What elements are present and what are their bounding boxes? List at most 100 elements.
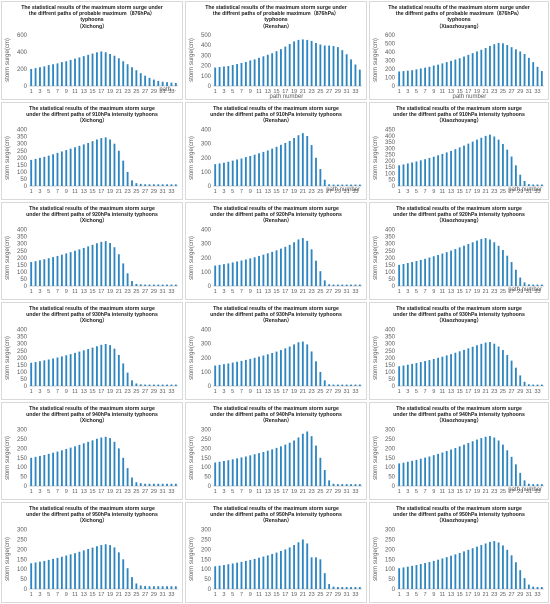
bar xyxy=(458,58,461,86)
bar xyxy=(113,247,116,286)
chart-title-line: under the diffrent paths of 910hPa inten… xyxy=(26,112,158,119)
bar xyxy=(262,151,265,186)
x-tick-label: 7 xyxy=(424,389,427,395)
bar xyxy=(476,345,478,386)
bar xyxy=(113,55,116,86)
bar xyxy=(30,457,33,486)
bar xyxy=(280,350,282,386)
x-tick-label: 13 xyxy=(265,489,271,495)
bar xyxy=(60,556,63,589)
y-tick-label: 400 xyxy=(201,128,212,134)
bar xyxy=(280,550,282,589)
bar xyxy=(161,483,164,486)
x-tick-label: 15 xyxy=(273,189,279,195)
chart-panel: The statistical results of the maximum s… xyxy=(1,502,183,603)
chart-panel: The statistical results of the maximum s… xyxy=(369,102,549,200)
chart-title: The statistical results of the maximum s… xyxy=(374,5,544,30)
bar xyxy=(323,45,326,86)
y-axis-label-wrap: storm surge(cm) xyxy=(372,530,380,589)
x-tick-label: 9 xyxy=(432,189,435,195)
x-tick-label: 1 xyxy=(30,189,33,195)
bar xyxy=(157,184,160,186)
x-tick-label: 11 xyxy=(256,389,262,395)
bar xyxy=(139,483,142,486)
bar xyxy=(34,68,37,86)
bar xyxy=(30,159,33,186)
y-axis-label: storm surge(cm) xyxy=(5,135,11,180)
y-tick-label: 200 xyxy=(201,64,212,70)
bar xyxy=(506,45,509,86)
bar xyxy=(441,253,444,286)
bar xyxy=(91,547,94,589)
bar xyxy=(293,545,295,589)
bar xyxy=(450,449,452,486)
x-tick-label: 13 xyxy=(265,389,271,395)
x-tick-label: 5 xyxy=(231,389,234,395)
x-tick-label: 5 xyxy=(231,592,234,598)
y-tick-label: 150 xyxy=(385,557,396,563)
bar xyxy=(428,456,431,486)
x-tick-label: 33 xyxy=(352,592,358,598)
y-tick-label: 150 xyxy=(385,363,396,369)
x-tick-label: 13 xyxy=(265,89,271,95)
y-tick-label: 350 xyxy=(17,335,28,341)
x-tick-label: 3 xyxy=(222,289,225,295)
bar xyxy=(117,58,120,86)
bar xyxy=(406,461,409,486)
bar xyxy=(122,457,125,486)
x-tick-label: 23 xyxy=(308,189,314,195)
bar xyxy=(398,71,401,86)
bar xyxy=(271,553,274,589)
bar xyxy=(358,384,361,386)
x-tick-label: 3 xyxy=(222,592,225,598)
bar xyxy=(345,384,348,386)
y-axis-label: storm surge(cm) xyxy=(373,135,379,180)
bar xyxy=(266,450,269,486)
bar xyxy=(60,356,63,386)
bar xyxy=(126,171,129,186)
bar xyxy=(104,137,107,186)
x-tick-label: 15 xyxy=(457,389,463,395)
x-tick-label: 23 xyxy=(124,89,130,95)
bar xyxy=(271,449,274,486)
x-tick-label: 1 xyxy=(398,289,401,295)
chart-title: The statistical results of the maximum s… xyxy=(374,206,544,225)
y-tick-label: 200 xyxy=(17,547,28,553)
x-tick-label: 11 xyxy=(72,289,78,295)
bar xyxy=(56,557,59,589)
bar xyxy=(214,365,217,386)
chart-title-line: （Xiaozhouyang） xyxy=(436,318,482,325)
chart-panel: The statistical results of the maximum s… xyxy=(185,102,367,200)
bar xyxy=(502,350,504,386)
x-tick-label: 15 xyxy=(457,189,463,195)
x-tick-label: 15 xyxy=(457,489,463,495)
x-tick-label: 7 xyxy=(424,89,427,95)
bar xyxy=(540,284,543,286)
bar xyxy=(297,135,300,186)
bar xyxy=(463,551,465,589)
bar xyxy=(240,62,243,86)
bar xyxy=(223,264,225,286)
bar xyxy=(166,384,168,386)
y-axis-label: storm surge(cm) xyxy=(189,537,195,582)
chart-title-line: under the diffrent paths of 950hPa inten… xyxy=(210,512,342,519)
y-tick-label: 250 xyxy=(17,437,28,443)
bar xyxy=(480,438,483,486)
x-axis-label: path number xyxy=(326,187,360,193)
x-tick-label: 17 xyxy=(282,189,288,195)
bar xyxy=(489,541,491,589)
bar xyxy=(536,66,539,86)
bar xyxy=(47,359,50,386)
chart-title: The statistical results of the maximum s… xyxy=(190,5,362,30)
y-tick-label: 500 xyxy=(385,41,396,47)
bar xyxy=(514,562,517,589)
y-tick-label: 200 xyxy=(385,256,396,262)
y-tick-label: 400 xyxy=(385,328,396,334)
bar xyxy=(437,453,439,486)
bar xyxy=(454,352,457,386)
x-tick-label: 11 xyxy=(256,89,262,95)
bar xyxy=(284,444,287,486)
x-tick-label: 17 xyxy=(282,289,288,295)
